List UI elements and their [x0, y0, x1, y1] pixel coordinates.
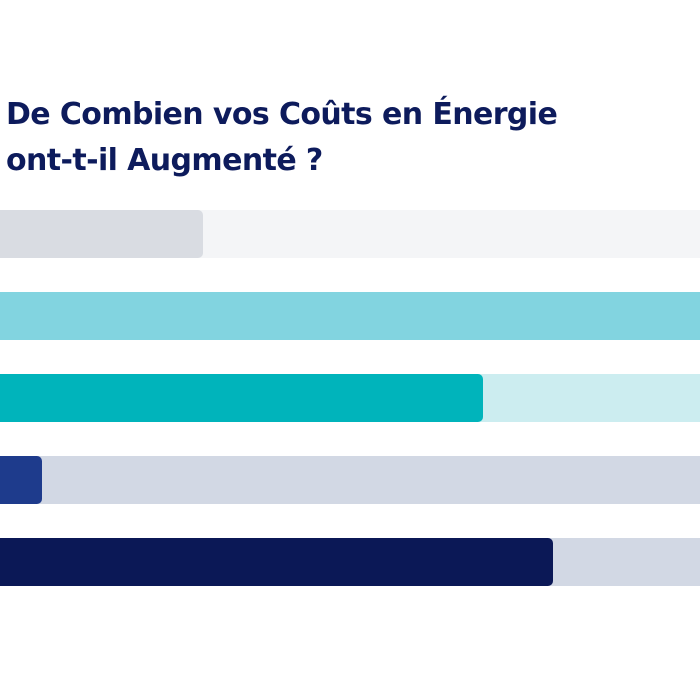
- bar: [0, 210, 203, 258]
- bar: [0, 456, 42, 504]
- bar-track: [0, 456, 700, 504]
- bar: [0, 292, 700, 340]
- chart-title: De Combien vos Coûts en Énergie ont-t-il…: [6, 92, 696, 184]
- bar: [0, 538, 553, 586]
- chart-title-line-2: ont-t-il Augmenté ?: [6, 143, 323, 178]
- chart-title-line-1: De Combien vos Coûts en Énergie: [6, 97, 558, 132]
- bar: [0, 374, 483, 422]
